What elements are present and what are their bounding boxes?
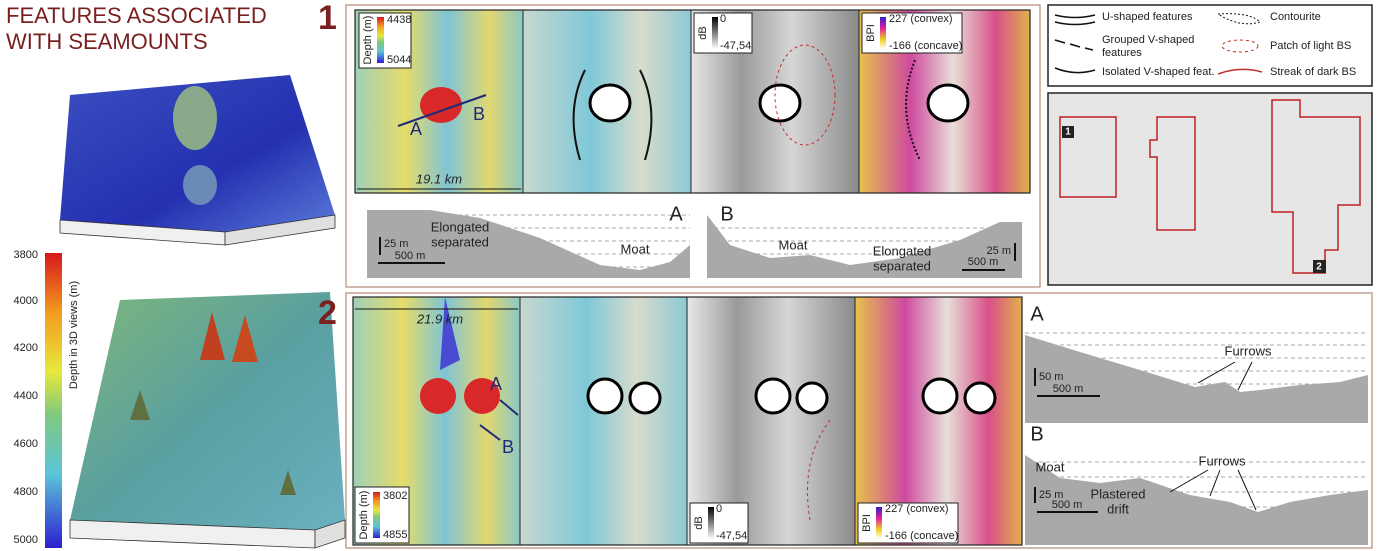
scale-label: 500 m	[1052, 499, 1083, 511]
legend-bar	[708, 507, 714, 539]
3d-view	[60, 75, 335, 245]
profile-label: Furrows	[1199, 453, 1246, 468]
profile-end: A	[490, 374, 502, 394]
profile-end: A	[410, 119, 422, 139]
legend-entry: Grouped V-shaped	[1102, 34, 1194, 46]
profile-letter: B	[1030, 423, 1043, 445]
legend-value: 0	[720, 13, 726, 25]
title-line: WITH SEAMOUNTS	[6, 29, 208, 54]
legend-value: 4438	[387, 14, 411, 26]
profile-letter: A	[669, 203, 683, 225]
profile	[1025, 333, 1368, 423]
profile-end: B	[473, 104, 485, 124]
panel-number: 2	[318, 294, 337, 332]
colorbar-tick: 4000	[14, 295, 38, 307]
legend-bar	[373, 492, 380, 538]
scale-label: 500 m	[968, 256, 999, 268]
legend-label: BPI	[865, 24, 877, 42]
legend-entry: U-shaped features	[1102, 11, 1193, 23]
legend-bar	[377, 17, 384, 63]
locator-label: 2	[1316, 262, 1322, 273]
legend-entry: Isolated V-shaped feat.	[1102, 66, 1215, 78]
legend-value: 5044	[387, 54, 411, 66]
colorbar-tick: 3800	[14, 249, 38, 261]
profile-label: Furrows	[1225, 343, 1272, 358]
scale-label: 19.1 km	[416, 171, 462, 186]
legend-value: -47,54	[720, 40, 751, 52]
colorbar-tick: 4600	[14, 438, 38, 450]
profile-label: Elongated	[873, 243, 932, 258]
scale-label: 21.9 km	[416, 311, 463, 326]
colorbar-tick: 4400	[14, 390, 38, 402]
legend-entry: features	[1102, 47, 1142, 59]
title-line: FEATURES ASSOCIATED	[6, 3, 267, 28]
profile-label: drift	[1107, 501, 1129, 516]
legend-value: -166 (concave)	[885, 530, 958, 542]
legend-label: Depth (m)	[358, 491, 370, 540]
legend-value: 227 (convex)	[889, 13, 953, 25]
legend-value: 0	[716, 503, 722, 515]
legend-bar	[876, 507, 882, 539]
legend-entry: Contourite	[1270, 11, 1321, 23]
colorbar-tick: 4200	[14, 342, 38, 354]
3d-view	[70, 292, 345, 548]
legend-entry: Patch of light BS	[1270, 40, 1351, 52]
legend-label: Depth (m)	[362, 16, 374, 65]
profile-end: B	[502, 437, 514, 457]
legend-value: -47,54	[716, 530, 747, 542]
colorbar-tick: 4800	[14, 486, 38, 498]
panel-number: 1	[318, 0, 337, 37]
legend-value: 3802	[383, 490, 407, 502]
legend-label: dB	[697, 26, 709, 39]
scale-label: 500 m	[395, 250, 426, 262]
legend-value: -166 (concave)	[889, 40, 962, 52]
legend-value: 227 (convex)	[885, 503, 949, 515]
legend-bar	[712, 17, 718, 49]
profile-label: Elongated	[431, 219, 490, 234]
figure: FEATURES ASSOCIATED WITH SEAMOUNTS 3800 …	[0, 0, 1378, 551]
legend-entry: Streak of dark BS	[1270, 66, 1356, 78]
profile-label: Moat	[1036, 459, 1065, 474]
legend-label: dB	[693, 516, 705, 529]
legend-bar	[880, 17, 886, 49]
scale-label: 50 m	[1039, 371, 1063, 383]
legend-label: BPI	[861, 514, 873, 532]
profile-label: Moat	[621, 241, 650, 256]
locator-map	[1048, 93, 1372, 285]
profile-letter: B	[720, 203, 733, 225]
colorbar	[45, 253, 62, 548]
locator-label: 1	[1065, 127, 1071, 138]
profile-label: separated	[431, 234, 489, 249]
colorbar-tick: 5000	[14, 534, 38, 546]
profile-label: separated	[873, 258, 931, 273]
scale-label: 25 m	[384, 238, 408, 250]
scale-label: 500 m	[1053, 383, 1084, 395]
profile-label: Plastered	[1091, 486, 1146, 501]
legend-value: 4855	[383, 529, 407, 541]
profile-letter: A	[1030, 303, 1044, 325]
colorbar-label: Depth in 3D views (m)	[68, 281, 80, 389]
profile	[707, 215, 1022, 278]
profile-label: Moat	[779, 237, 808, 252]
